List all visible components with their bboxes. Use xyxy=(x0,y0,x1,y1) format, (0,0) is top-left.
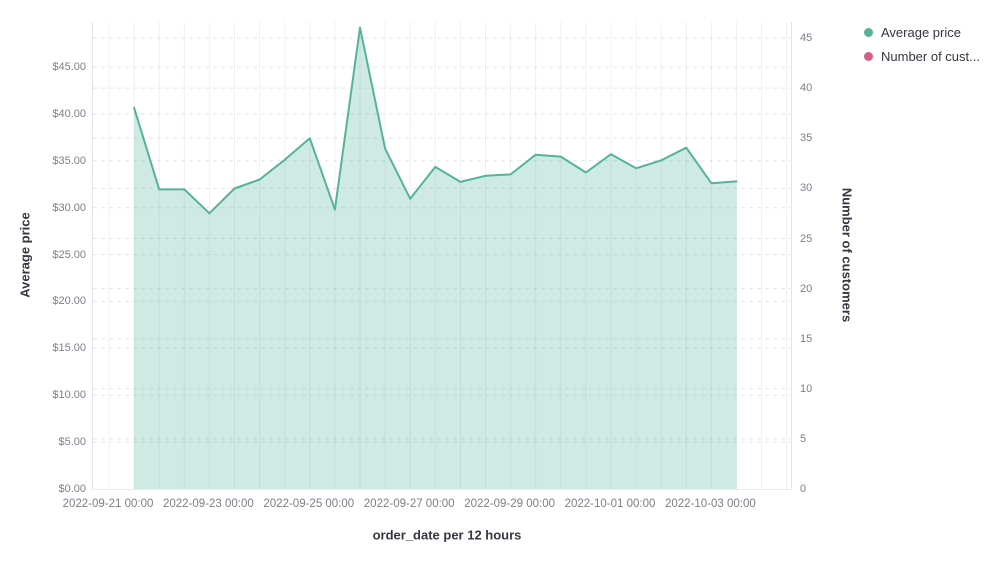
y-axis-left-title: Average price xyxy=(17,212,33,298)
y-axis-right-tick-labels: 0 5 10 15 20 25 30 35 40 45 xyxy=(800,22,840,495)
x-tick-label: 2022-10-03 00:00 xyxy=(664,498,756,510)
y-right-tick-label: 5 xyxy=(800,432,807,445)
y-right-tick-label: 0 xyxy=(800,483,807,495)
legend-label: Number of cust... xyxy=(881,49,980,64)
y-left-tick-label: $20.00 xyxy=(52,295,86,308)
legend: Average price Number of cust... xyxy=(864,25,980,64)
x-axis-title: order_date per 12 hours xyxy=(372,527,522,543)
y-left-tick-label: $15.00 xyxy=(52,342,86,355)
y-right-tick-label: 35 xyxy=(800,132,813,145)
y-left-tick-label: $5.00 xyxy=(58,436,86,449)
x-tick-label: 2022-10-01 00:00 xyxy=(564,498,656,510)
legend-item-number-of-customers[interactable]: Number of cust... xyxy=(864,49,980,64)
y-left-tick-label: $0.00 xyxy=(58,483,86,495)
x-axis-tick-labels: 2022-09-21 00:00 2022-09-23 00:00 2022-09-… xyxy=(63,498,790,514)
series-color-dot-icon xyxy=(864,28,873,37)
y-left-tick-label: $45.00 xyxy=(52,61,86,73)
y-right-tick-label: 45 xyxy=(800,32,813,44)
y-right-tick-label: 40 xyxy=(800,82,813,95)
x-tick-label: 2022-09-23 00:00 xyxy=(162,498,254,510)
x-tick-label: 2022-09-27 00:00 xyxy=(363,498,455,510)
y-right-tick-label: 15 xyxy=(800,332,813,345)
y-right-tick-label: 30 xyxy=(800,182,813,195)
chart-plot-area[interactable] xyxy=(92,22,792,490)
x-tick-label: 2022-09-29 00:00 xyxy=(464,498,555,510)
legend-label: Average price xyxy=(881,25,961,40)
y-left-tick-label: $30.00 xyxy=(52,201,86,214)
y-right-tick-label: 10 xyxy=(800,382,813,395)
y-axis-right-title: Number of customers xyxy=(839,187,855,323)
y-right-tick-label: 20 xyxy=(800,282,813,295)
y-left-tick-label: $10.00 xyxy=(52,389,86,402)
y-right-tick-label: 25 xyxy=(800,232,813,245)
series-color-dot-icon xyxy=(864,52,873,61)
chart-canvas[interactable] xyxy=(93,22,791,489)
legend-item-average-price[interactable]: Average price xyxy=(864,25,980,40)
y-left-tick-label: $35.00 xyxy=(52,154,86,167)
x-tick-label: 2022-09-25 00:00 xyxy=(263,498,355,510)
x-tick-label: 2022-09-21 00:00 xyxy=(62,498,154,510)
y-left-tick-label: $40.00 xyxy=(52,107,86,120)
y-left-tick-label: $25.00 xyxy=(52,248,86,261)
